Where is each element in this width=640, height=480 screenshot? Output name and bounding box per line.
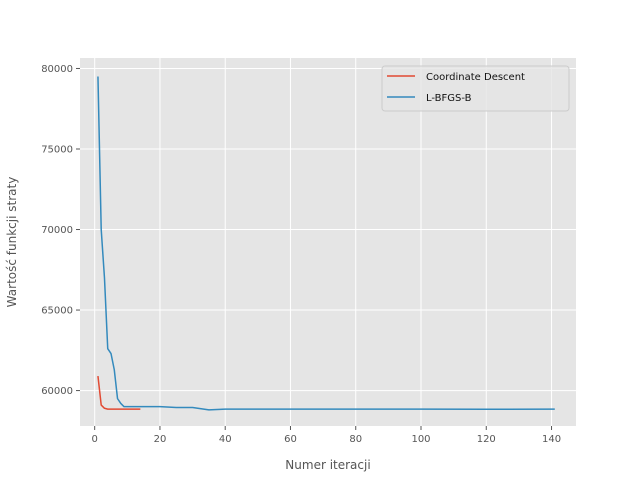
plot-background — [80, 58, 576, 426]
x-tick-label: 0 — [91, 434, 97, 445]
y-tick-label: 65000 — [41, 306, 73, 317]
legend-label-coordinate-descent: Coordinate Descent — [426, 72, 525, 83]
y-axis-ticks: 60000 65000 70000 75000 80000 — [41, 64, 80, 397]
x-tick-label: 80 — [349, 434, 362, 445]
x-tick-label: 40 — [219, 434, 232, 445]
x-tick-label: 100 — [411, 434, 430, 445]
x-axis-label: Numer iteracji — [285, 458, 370, 472]
series-line-0 — [97, 375, 141, 410]
x-tick-label: 20 — [154, 434, 167, 445]
y-tick-label: 75000 — [41, 144, 73, 155]
y-axis-label: Wartość funkcji straty — [5, 177, 19, 308]
legend: Coordinate Descent L-BFGS-B — [381, 65, 570, 112]
x-tick-label: 140 — [542, 434, 561, 445]
legend-label-lbfgsb: L-BFGS-B — [426, 93, 472, 104]
series-lines — [97, 76, 555, 411]
x-tick-label: 60 — [284, 434, 297, 445]
series-line-1 — [97, 76, 555, 411]
x-tick-label: 120 — [477, 434, 496, 445]
x-axis-ticks: 0 20 40 60 80 100 120 140 — [91, 426, 561, 445]
y-tick-label: 70000 — [41, 225, 73, 236]
legend-box — [381, 65, 570, 112]
y-tick-label: 80000 — [41, 64, 73, 75]
y-tick-label: 60000 — [41, 386, 73, 397]
